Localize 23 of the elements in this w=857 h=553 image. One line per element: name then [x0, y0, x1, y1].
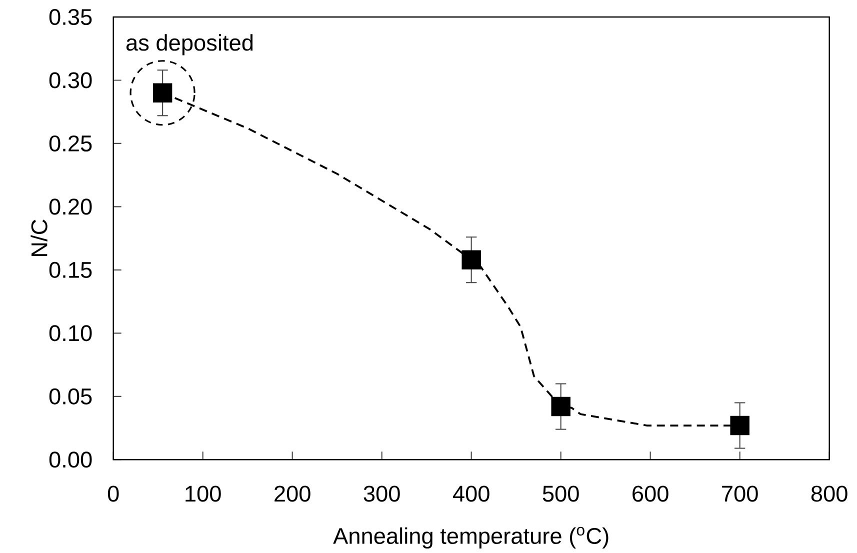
- y-tick-label: 0.15: [49, 262, 92, 278]
- x-tick-label: 600: [632, 486, 668, 502]
- y-tick-label: 0.05: [49, 388, 92, 404]
- x-tick-label: 300: [364, 486, 400, 502]
- y-tick-label: 0.25: [49, 135, 92, 152]
- y-axis-title: N/C: [30, 220, 48, 256]
- point: [730, 416, 750, 436]
- y-tick-label: 0.10: [49, 325, 92, 342]
- x-tick-label: 800: [811, 486, 848, 502]
- annotation: as deposited: [126, 34, 253, 56]
- point: [551, 396, 570, 416]
- x-tick-label: 200: [274, 486, 310, 502]
- x-tick-label: 700: [722, 486, 758, 502]
- y-tick-label: 0.20: [49, 198, 92, 215]
- y-tick-label: 0.30: [49, 72, 92, 88]
- point: [462, 250, 481, 270]
- x-tick-label: 100: [186, 486, 221, 502]
- y-tick-label: 0.00: [49, 452, 92, 468]
- x-axis-title: Annealing temperature ($^{o}$C): [333, 526, 608, 549]
- x-tick-label: 500: [542, 486, 579, 502]
- x-tick-label: 400: [452, 486, 490, 502]
- x-tick-label: 0: [108, 486, 119, 502]
- y-tick-label: 0.35: [49, 8, 92, 26]
